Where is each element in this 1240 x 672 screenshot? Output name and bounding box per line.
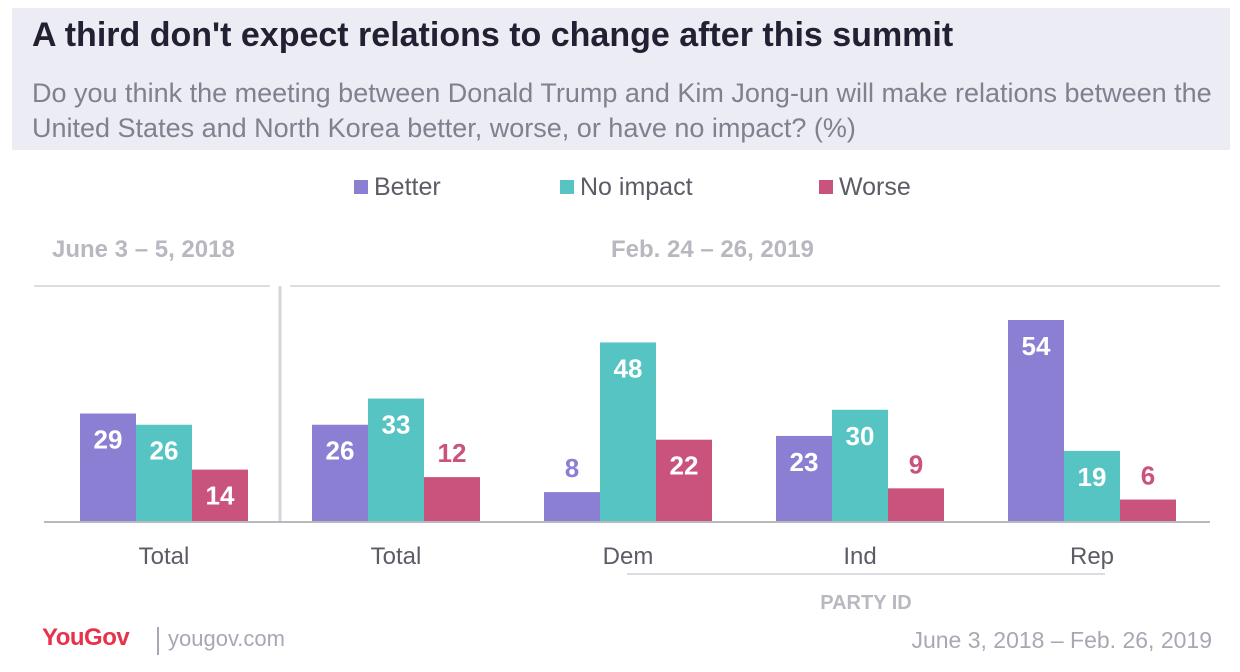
yougov-logo: YouGov <box>42 624 130 651</box>
data-label-worse-ind-3: 9 <box>909 449 923 479</box>
data-label-worse-rep-4: 6 <box>1141 461 1155 491</box>
party-id-label: PARTY ID <box>820 592 912 614</box>
category-label-rep-4: Rep <box>1070 543 1114 570</box>
bar-no-impact-rep-4 <box>1064 450 1120 522</box>
legend-swatch-worse <box>819 180 833 194</box>
legend-item-no-impact: No impact <box>560 172 693 202</box>
bar-no-impact-total-1 <box>368 398 424 522</box>
data-label-worse-total-0: 14 <box>206 481 235 511</box>
category-label-total-1: Total <box>371 543 422 570</box>
data-label-no-impact-dem-2: 48 <box>614 353 643 383</box>
data-label-no-impact-total-0: 26 <box>150 436 179 466</box>
data-label-no-impact-ind-3: 30 <box>846 421 875 451</box>
category-labels: Total Total Dem Ind Rep <box>139 543 1114 570</box>
category-label-dem-2: Dem <box>603 543 654 570</box>
data-label-no-impact-rep-4: 19 <box>1078 462 1107 492</box>
bars-layer: 29 26 14 26 33 12 8 48 22 23 30 9 54 19 6 <box>80 320 1176 522</box>
footer-separator <box>157 627 159 655</box>
header-panel: A third don't expect relations to change… <box>12 8 1230 150</box>
bar-better-rep-4 <box>1008 320 1064 522</box>
bar-no-impact-ind-3 <box>832 409 888 522</box>
legend-label-better: Better <box>374 172 441 201</box>
data-label-better-rep-4: 54 <box>1022 331 1051 361</box>
bar-worse-rep-4 <box>1120 499 1176 522</box>
data-label-better-total-0: 29 <box>94 425 123 455</box>
period-label-2018: June 3 – 5, 2018 <box>52 236 235 263</box>
legend-item-worse: Worse <box>819 172 911 202</box>
data-label-better-total-1: 26 <box>326 436 355 466</box>
data-label-no-impact-total-1: 33 <box>382 410 411 440</box>
bar-better-total-0 <box>80 413 136 522</box>
data-label-better-dem-2: 8 <box>565 453 579 483</box>
category-label-ind-3: Ind <box>843 543 876 570</box>
data-label-better-ind-3: 23 <box>790 447 819 477</box>
legend-swatch-better <box>354 180 368 194</box>
data-label-worse-total-1: 12 <box>438 438 467 468</box>
period-label-2019: Feb. 24 – 26, 2019 <box>611 236 814 263</box>
bar-worse-ind-3 <box>888 488 944 522</box>
bar-better-total-1 <box>312 424 368 522</box>
bar-worse-total-0 <box>192 469 248 522</box>
bar-no-impact-total-0 <box>136 424 192 522</box>
footer-date-range: June 3, 2018 – Feb. 26, 2019 <box>911 627 1212 653</box>
legend-swatch-no-impact <box>560 180 574 194</box>
bar-better-ind-3 <box>776 435 832 522</box>
bar-no-impact-dem-2 <box>600 342 656 522</box>
bar-better-dem-2 <box>544 492 600 522</box>
legend-item-better: Better <box>354 172 441 202</box>
data-label-worse-dem-2: 22 <box>670 451 699 481</box>
category-label-total-0: Total <box>139 543 190 570</box>
chart-subtitle: Do you think the meeting between Donald … <box>32 78 1212 143</box>
legend-label-worse: Worse <box>839 172 911 201</box>
bar-worse-total-1 <box>424 477 480 522</box>
legend-label-no-impact: No impact <box>580 172 693 201</box>
chart-title: A third don't expect relations to change… <box>32 16 954 54</box>
bar-worse-dem-2 <box>656 439 712 522</box>
footer-url: yougov.com <box>168 626 285 651</box>
